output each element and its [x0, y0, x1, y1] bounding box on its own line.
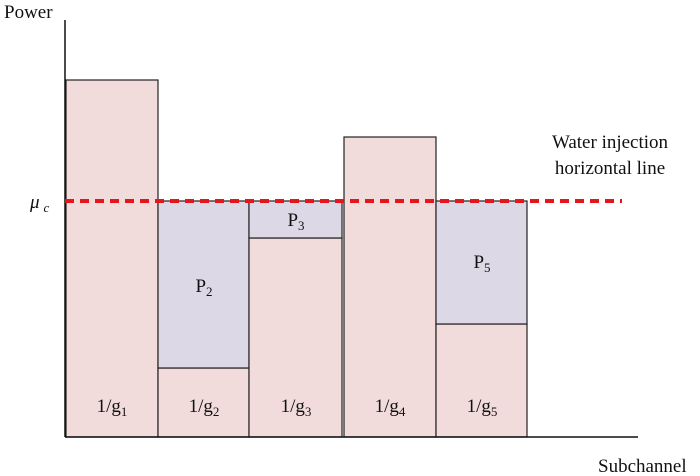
label-part: P [287, 210, 298, 231]
x-axis-label: Subchannel [598, 456, 687, 476]
label-part: P [473, 252, 484, 273]
bar [435, 323, 528, 438]
label-part: c [44, 200, 50, 215]
label-part: 1/g [375, 396, 400, 417]
bar [157, 367, 250, 438]
annotation: horizontal line [555, 158, 665, 179]
label-part: 4 [399, 404, 406, 419]
label-part: 2 [213, 404, 220, 419]
label-part: 1/g [97, 396, 122, 417]
label-part: 5 [491, 404, 498, 419]
power-label: P2 [195, 276, 212, 299]
label-part: 5 [484, 260, 491, 275]
power-block [248, 200, 343, 239]
bar [65, 79, 159, 438]
label-part: 3 [305, 404, 312, 419]
bar-label: 1/g5 [467, 396, 498, 419]
y-axis-label: Power [4, 2, 53, 23]
bar [343, 136, 437, 438]
label-part: 1 [121, 404, 128, 419]
annotation: Water injection [552, 132, 669, 153]
label-part: 1/g [467, 396, 492, 417]
bar-label: 1/g4 [375, 396, 406, 419]
power-label: P5 [473, 252, 490, 275]
label-part: 2 [206, 284, 213, 299]
label-part: 1/g [281, 396, 306, 417]
label-part: P [195, 276, 206, 297]
power-block [157, 200, 250, 369]
power-block [435, 200, 528, 325]
bar-label: 1/g2 [189, 396, 220, 419]
label-part: 3 [298, 218, 305, 233]
power-label: P3 [287, 210, 304, 233]
label-part: μ [29, 192, 40, 213]
label-part: 1/g [189, 396, 214, 417]
bar-label: 1/g1 [97, 396, 128, 419]
bar-label: 1/g3 [281, 396, 312, 419]
